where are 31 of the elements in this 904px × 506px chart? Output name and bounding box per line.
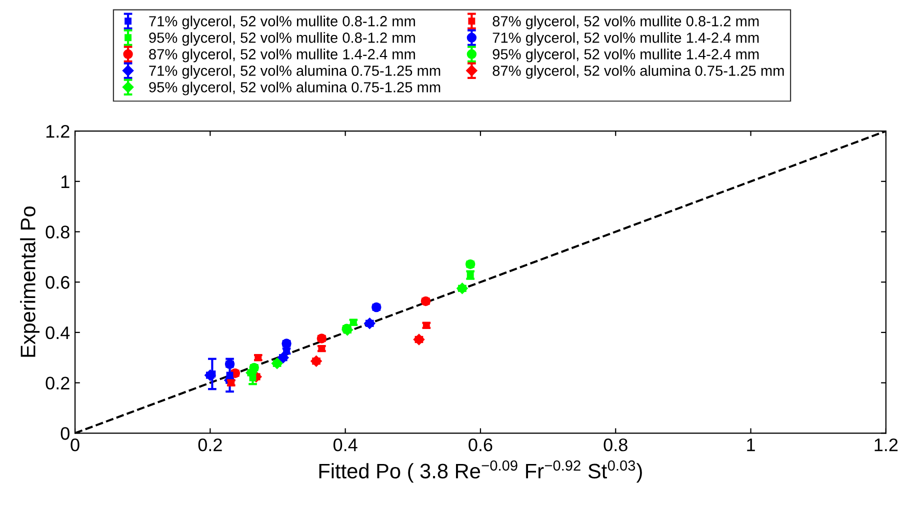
y-tick-label: 0.6 [46, 276, 70, 289]
legend-label: 87% glycerol, 52 vol% alumina 0.75-1.25 mm [492, 65, 784, 79]
y-tick-label: 1 [62, 176, 70, 188]
x-tick-label: 1 [747, 438, 755, 452]
point [226, 372, 234, 379]
y-axis-title: Experimental Po [20, 206, 40, 357]
legend-label: 71% glycerol, 52 vol% mullite 0.8-1.2 mm [149, 16, 415, 30]
point [228, 379, 235, 386]
x-tick-label: 0.4 [333, 438, 358, 452]
y-tick-label: 0.4 [46, 326, 70, 340]
x-tick-label: 1.2 [874, 438, 898, 452]
y-tick-label: 0.8 [46, 226, 70, 238]
x-tick-label: 0.8 [604, 438, 628, 452]
legend-label: 95% glycerol, 52 vol% mullite 0.8-1.2 mm [149, 32, 415, 46]
point [249, 374, 256, 382]
x-tick-label: 0.6 [468, 438, 492, 452]
y-tick-label: 1.2 [46, 124, 70, 138]
legend-label: 87% glycerol, 52 vol% mullite 1.4-2.4 mm [149, 48, 415, 62]
legend-label: 71% glycerol, 52 vol% alumina 0.75-1.25 mm [149, 65, 440, 79]
y-tick-label: 0 [60, 427, 70, 440]
legend-label: 95% glycerol, 52 vol% alumina 0.75-1.25 mm [149, 82, 440, 96]
legend-label: 71% glycerol, 52 vol% mullite 1.4-2.4 mm [492, 32, 759, 46]
x-tick-label: 0.2 [198, 438, 222, 452]
point [254, 354, 262, 362]
legend-label: 87% glycerol, 52 vol% mullite 0.8-1.2 mm [492, 16, 759, 30]
y-tick-label: 0.2 [46, 376, 70, 390]
x-axis-title: Fitted Po ( 3.8 Re$^{−0.09}$ Fr$^{−0.92}$ St$^{0.03}$) [319, 460, 642, 483]
point [271, 358, 283, 370]
legend-label: 95% glycerol, 52 vol% mullite 1.4-2.4 mm [492, 48, 759, 62]
x-tick-label: 0 [70, 438, 80, 452]
point [422, 322, 430, 329]
